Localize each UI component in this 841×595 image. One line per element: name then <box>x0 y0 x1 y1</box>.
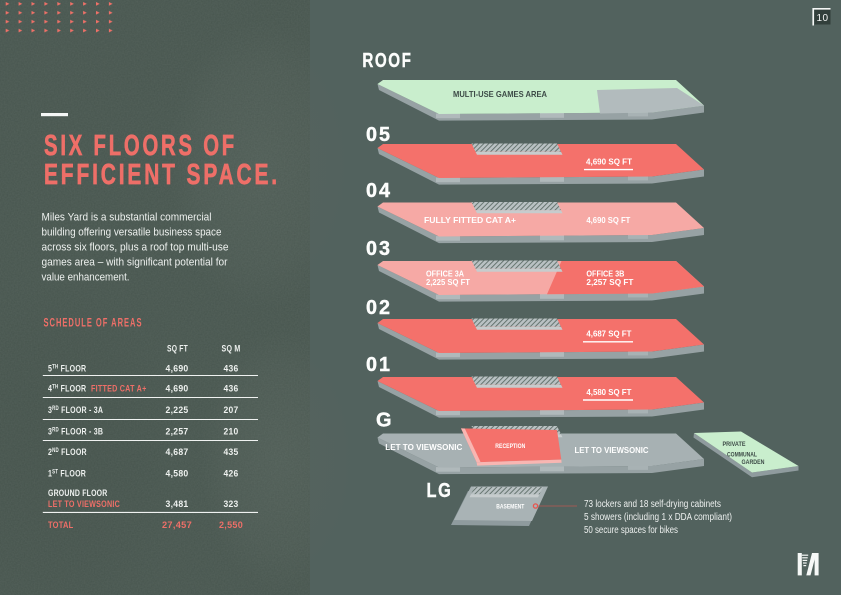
svg-text:SIX FLOORS OF: SIX FLOORS OF <box>44 130 237 162</box>
svg-text:LG: LG <box>427 480 453 502</box>
svg-text:GARDEN: GARDEN <box>742 459 765 466</box>
svg-text:323: 323 <box>224 499 239 510</box>
svg-text:435: 435 <box>224 447 239 458</box>
svg-text:2,225 SQ FT: 2,225 SQ FT <box>426 278 470 287</box>
svg-text:LET TO VIEWSONIC: LET TO VIEWSONIC <box>575 445 649 455</box>
svg-text:3RD FLOOR - 3A: 3RD FLOOR - 3A <box>48 404 103 415</box>
svg-text:1ST FLOOR: 1ST FLOOR <box>48 467 86 478</box>
svg-text:OFFICE 3B: OFFICE 3B <box>586 270 624 279</box>
svg-text:05: 05 <box>366 124 392 146</box>
svg-text:2ND FLOOR: 2ND FLOOR <box>48 446 87 457</box>
svg-text:LET TO VIEWSONIC: LET TO VIEWSONIC <box>385 442 462 452</box>
svg-text:ROOF: ROOF <box>362 50 412 72</box>
svg-text:SQ FT: SQ FT <box>167 344 188 354</box>
svg-text:Miles Yard is a substantial co: Miles Yard is a substantial commercial <box>42 212 212 224</box>
svg-text:5TH FLOOR: 5TH FLOOR <box>48 362 86 373</box>
svg-text:building offering versatile bu: building offering versatile business spa… <box>42 227 222 239</box>
svg-text:FULLY FITTED CAT A+: FULLY FITTED CAT A+ <box>424 215 516 225</box>
svg-text:01: 01 <box>366 354 392 376</box>
svg-text:3RD FLOOR - 3B: 3RD FLOOR - 3B <box>48 425 103 436</box>
svg-text:OFFICE 3A: OFFICE 3A <box>426 269 464 278</box>
svg-text:across six floors, plus a roof: across six floors, plus a roof top multi… <box>42 242 229 254</box>
svg-text:50 secure spaces for bikes: 50 secure spaces for bikes <box>584 525 678 536</box>
svg-text:value enhancement.: value enhancement. <box>42 272 130 284</box>
svg-text:436: 436 <box>224 364 239 375</box>
svg-text:2,225: 2,225 <box>166 405 189 416</box>
svg-text:2,257 SQ FT: 2,257 SQ FT <box>586 278 633 287</box>
svg-text:4,580 SQ FT: 4,580 SQ FT <box>586 387 632 397</box>
svg-text:3,481: 3,481 <box>166 499 189 510</box>
svg-text:207: 207 <box>224 405 239 416</box>
svg-text:436: 436 <box>224 384 239 395</box>
svg-text:MULTI-USE GAMES AREA: MULTI-USE GAMES AREA <box>453 89 547 99</box>
svg-text:03: 03 <box>366 238 392 260</box>
svg-text:210: 210 <box>224 427 239 438</box>
svg-text:02: 02 <box>366 297 392 319</box>
svg-text:10: 10 <box>816 13 828 24</box>
svg-text:2,550: 2,550 <box>219 520 243 531</box>
svg-text:COMMUNAL: COMMUNAL <box>727 452 757 459</box>
svg-text:4,580: 4,580 <box>166 469 189 480</box>
svg-text:BASEMENT: BASEMENT <box>496 504 524 510</box>
svg-text:4,690 SQ FT: 4,690 SQ FT <box>586 215 631 225</box>
svg-text:G: G <box>376 409 394 431</box>
svg-text:LET TO VIEWSONIC: LET TO VIEWSONIC <box>48 499 120 510</box>
svg-text:4,687: 4,687 <box>166 447 189 458</box>
svg-text:4,687 SQ FT: 4,687 SQ FT <box>586 329 632 339</box>
svg-text:73 lockers and 18 self-drying: 73 lockers and 18 self-drying cabinets <box>584 499 721 510</box>
svg-text:PRIVATE: PRIVATE <box>723 441 746 448</box>
svg-text:27,457: 27,457 <box>162 520 192 531</box>
svg-text:FITTED CAT A+: FITTED CAT A+ <box>91 384 147 395</box>
svg-text:4,690 SQ FT: 4,690 SQ FT <box>586 157 633 167</box>
svg-text:games area – with significant: games area – with significant potential … <box>42 257 228 269</box>
svg-text:5 showers (including 1 x DDA c: 5 showers (including 1 x DDA compliant) <box>584 512 732 523</box>
svg-text:SQ M: SQ M <box>222 344 241 354</box>
svg-text:2,257: 2,257 <box>166 427 189 438</box>
svg-text:GROUND FLOOR: GROUND FLOOR <box>48 488 108 499</box>
svg-text:TOTAL: TOTAL <box>48 520 74 531</box>
svg-text:RECEPTION: RECEPTION <box>495 444 525 450</box>
svg-text:4,690: 4,690 <box>166 384 189 395</box>
svg-text:4,690: 4,690 <box>166 364 189 375</box>
svg-text:04: 04 <box>366 180 392 202</box>
svg-text:4TH FLOOR: 4TH FLOOR <box>48 382 86 393</box>
svg-text:SCHEDULE OF AREAS: SCHEDULE OF AREAS <box>44 318 143 330</box>
svg-text:426: 426 <box>224 469 239 480</box>
svg-text:EFFICIENT SPACE.: EFFICIENT SPACE. <box>44 159 280 191</box>
